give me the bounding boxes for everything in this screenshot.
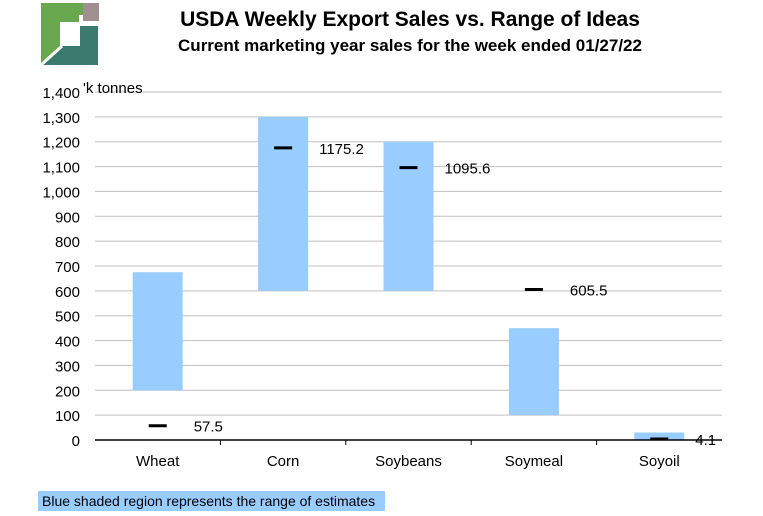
actual-value-label: 605.5 bbox=[570, 282, 608, 299]
y-tick-label: 300 bbox=[55, 358, 80, 375]
y-tick-label: 0 bbox=[72, 433, 80, 450]
chart-title: USDA Weekly Export Sales vs. Range of Id… bbox=[180, 8, 640, 31]
x-tick-label: Soymeal bbox=[505, 453, 563, 470]
usda-logo-icon bbox=[40, 3, 99, 67]
y-tick-label: 1,200 bbox=[42, 135, 80, 152]
range-bar bbox=[508, 328, 559, 416]
y-tick-label: 200 bbox=[55, 383, 80, 400]
y-tick-label: 700 bbox=[55, 259, 80, 276]
range-bar bbox=[634, 432, 685, 440]
range-note: Blue shaded region represents the range … bbox=[38, 491, 386, 511]
range-bar bbox=[383, 141, 434, 291]
x-tick-label: Soyoil bbox=[639, 453, 680, 470]
y-tick-label: 1,300 bbox=[42, 110, 80, 127]
y-tick-label: 1,100 bbox=[42, 160, 80, 177]
y-tick-label: 600 bbox=[55, 284, 80, 301]
y-tick-label: 500 bbox=[55, 309, 80, 326]
actual-value-label: 1175.2 bbox=[319, 141, 364, 158]
y-tick-label: 100 bbox=[55, 408, 80, 425]
y-tick-label: 1,000 bbox=[42, 184, 80, 201]
x-tick-label: Soybeans bbox=[375, 453, 442, 470]
actual-value-label: 1095.6 bbox=[445, 161, 491, 178]
y-tick-label: 1,400 bbox=[42, 85, 80, 102]
y-tick-label: 400 bbox=[55, 334, 80, 351]
y-tick-label: 800 bbox=[55, 234, 80, 251]
chart-subtitle: Current marketing year sales for the wee… bbox=[178, 36, 642, 55]
y-tick-label: 900 bbox=[55, 209, 80, 226]
range-bar bbox=[258, 116, 309, 291]
actual-value-label: 57.5 bbox=[194, 419, 223, 436]
x-tick-label: Corn bbox=[267, 453, 300, 470]
y-axis-label: 'k tonnes bbox=[83, 80, 143, 97]
range-bar bbox=[132, 272, 183, 391]
x-tick-label: Wheat bbox=[136, 453, 180, 470]
